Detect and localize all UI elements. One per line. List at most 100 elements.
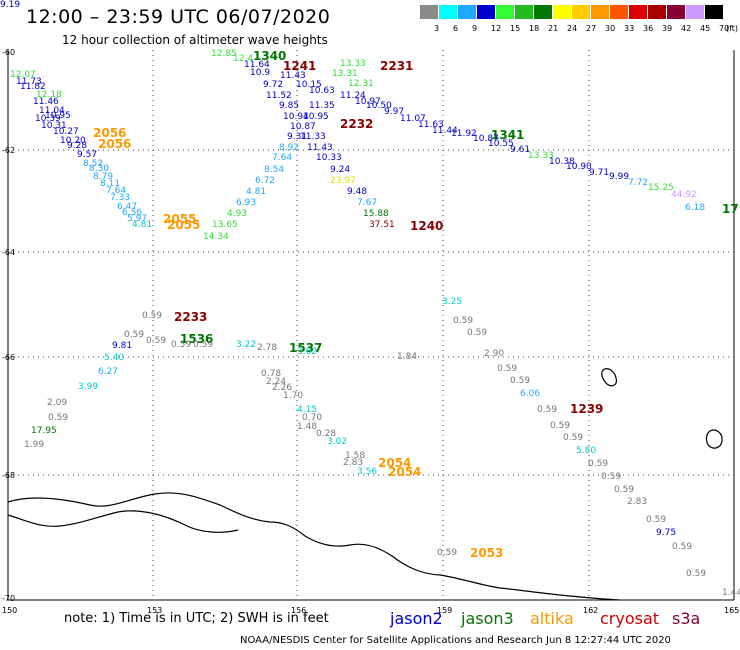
wave-height-label: 1.99	[24, 440, 45, 450]
wave-height-label: 3.99	[78, 382, 99, 392]
legend-s3a: s3a	[672, 609, 701, 628]
legend-cryosat: cryosat	[600, 609, 660, 628]
wave-height-label: 1.48	[297, 422, 318, 432]
wave-height-label: 4.93	[227, 209, 248, 219]
wave-height-label: 6.47	[117, 202, 138, 212]
longitude-tick: 165	[724, 606, 739, 615]
pass-time-label: 2231	[380, 59, 414, 73]
wave-height-label: 8.52	[83, 159, 104, 169]
wave-height-label: 0.28	[316, 429, 337, 439]
wave-height-label: 6.72	[255, 176, 276, 186]
colorbar-swatch	[458, 5, 476, 19]
wave-height-label: 7.33	[110, 193, 131, 203]
wave-height-label: 0.59	[614, 485, 635, 495]
wave-height-label: 2.24	[266, 377, 287, 387]
colorbar-label: 18	[529, 24, 540, 33]
wave-height-label: 5.97	[127, 214, 148, 224]
colorbar-label: 9	[472, 24, 478, 33]
pass-time-label: 1239	[570, 402, 604, 416]
colorbar-swatch	[591, 5, 609, 19]
wave-height-label: 11.04	[39, 106, 65, 116]
wave-height-label: 9.99	[609, 172, 630, 182]
wave-height-label: 6.18	[685, 203, 706, 213]
wave-height-label: 10.87	[473, 134, 499, 144]
wave-height-label: 3.56	[357, 467, 378, 477]
wave-height-label: 0.59	[563, 433, 584, 443]
pass-time-label: 2056	[93, 126, 127, 140]
pass-time-label: 1340	[253, 49, 287, 63]
wave-height-label: 5.80	[576, 446, 597, 456]
wave-height-label: 37.51	[369, 220, 395, 230]
pass-time-label: 2233	[174, 310, 208, 324]
colorbar-label: 3	[434, 24, 440, 33]
wave-height-label: 13.65	[212, 220, 238, 230]
wave-height-label: 1.44	[722, 588, 740, 598]
wave-height-label: 1.70	[283, 391, 304, 401]
wave-height-label: 9.85	[279, 101, 300, 111]
wave-height-label: 11.82	[20, 82, 46, 92]
graticule	[8, 50, 734, 600]
wave-height-label: 9.81	[112, 341, 133, 351]
wave-height-label: 3.25	[442, 297, 463, 307]
wave-height-label: 23.97	[330, 176, 356, 186]
wave-height-label: 12.4	[233, 54, 254, 64]
longitude-tick: 162	[583, 606, 598, 615]
wave-height-label: 9.71	[589, 168, 610, 178]
wave-height-label: 6.93	[236, 198, 257, 208]
pass-time-label: 17	[722, 202, 739, 216]
wave-height-label: 0.59	[686, 569, 707, 579]
longitude-tick: 153	[147, 606, 162, 615]
longitude-tick: 156	[291, 606, 306, 615]
wave-height-label: 0.59	[142, 311, 163, 321]
map-subtitle: 12 hour collection of altimeter wave hei…	[62, 33, 328, 47]
wave-height-label: 8.92	[279, 143, 300, 153]
pass-time-label: 1537	[289, 341, 323, 355]
colorbar-unit: (ft)	[726, 24, 739, 33]
colorbar-swatch	[629, 5, 647, 19]
wave-height-label: 8.11	[100, 179, 121, 189]
wave-height-label: 6.06	[520, 389, 541, 399]
wave-height-label: 0.59	[453, 316, 474, 326]
colorbar-label: 70	[719, 24, 730, 33]
colorbar-label: 24	[567, 24, 578, 33]
wave-height-label: 10.39	[35, 114, 61, 124]
colorbar-swatch	[420, 5, 438, 19]
wave-height-label: 2.26	[272, 383, 293, 393]
wave-height-label: 0.70	[302, 413, 323, 423]
wave-height-label: 11.73	[16, 77, 42, 87]
wave-height-label: 0.59	[646, 515, 667, 525]
pass-time-label: 2055	[167, 218, 201, 232]
colorbar-label: 33	[624, 24, 635, 33]
colorbar-swatch	[553, 5, 571, 19]
wave-height-label: 3.02	[327, 437, 348, 447]
wave-height-label: 10.55	[488, 139, 514, 149]
pass-time-label: 2054	[378, 456, 412, 470]
wave-height-label: 11.07	[400, 114, 426, 124]
wave-height-label: 2.83	[343, 458, 364, 468]
wave-height-label: 4.15	[297, 405, 318, 415]
wave-height-label: 0.59	[588, 459, 609, 469]
wave-height-label: 10.50	[366, 101, 392, 111]
wave-height-label: 0.59	[48, 413, 69, 423]
wave-height-label: 6.27	[98, 367, 119, 377]
latitude-tick: -68	[2, 471, 15, 480]
legend-jason2: jason2	[390, 609, 443, 628]
wave-height-label: 10.90	[566, 162, 592, 172]
pass-time-label: 2055	[163, 212, 197, 226]
wave-height-label: 3.22	[236, 340, 257, 350]
wave-height-label: 0.59	[146, 336, 167, 346]
wave-height-label: 13.31	[332, 69, 358, 79]
wave-height-label: 4.81	[132, 220, 153, 230]
wave-height-label: 10.27	[53, 127, 79, 137]
latitude-tick: -60	[2, 48, 15, 57]
longitude-tick-labels: 150 153 156 159 162 165	[2, 606, 739, 615]
wave-height-label: 0.59	[467, 328, 488, 338]
colorbar-label: 42	[681, 24, 692, 33]
colorbar-swatch	[705, 5, 723, 19]
wave-height-label: 11.63	[418, 120, 444, 130]
colorbar-swatch	[515, 5, 533, 19]
wave-height-label: 5.40	[104, 353, 125, 363]
wave-height-label: 11.46	[33, 97, 59, 107]
pass-time-label: 1241	[283, 59, 317, 73]
wave-height-label: 10.95	[45, 111, 71, 121]
